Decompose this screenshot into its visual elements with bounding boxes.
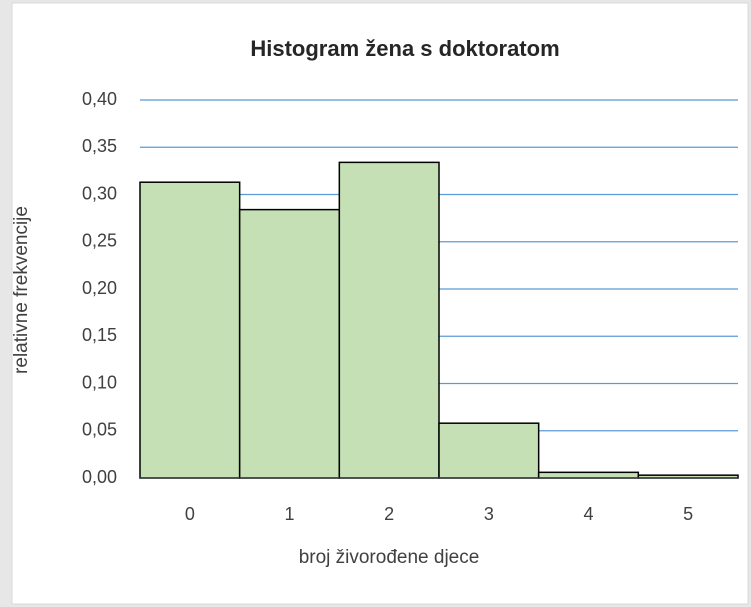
bar	[537, 471, 640, 479]
y-axis-title: relativne frekvencije	[11, 206, 32, 374]
x-tick-label: 2	[384, 504, 394, 524]
y-tick-label: 0,20	[82, 278, 117, 298]
y-tick-label: 0,05	[82, 420, 117, 440]
y-tick-label: 0,25	[82, 231, 117, 251]
y-tick-label: 0,15	[82, 325, 117, 345]
y-tick-label: 0,10	[82, 372, 117, 392]
y-tick-label: 0,40	[82, 89, 117, 109]
chart-title: Histogram žena s doktoratom	[250, 36, 559, 61]
bar	[338, 161, 440, 479]
x-tick-label: 4	[583, 504, 593, 524]
y-tick-label: 0,35	[82, 136, 117, 156]
x-tick-label: 0	[185, 504, 195, 524]
x-tick-label: 1	[284, 504, 294, 524]
x-tick-label: 3	[484, 504, 494, 524]
x-axis-title: broj živorođene djece	[299, 547, 480, 568]
bar	[139, 181, 241, 479]
bar	[438, 422, 540, 479]
y-tick-label: 0,00	[82, 467, 117, 487]
x-tick-label: 5	[683, 504, 693, 524]
bar	[238, 208, 341, 479]
y-tick-label: 0,30	[82, 183, 117, 203]
